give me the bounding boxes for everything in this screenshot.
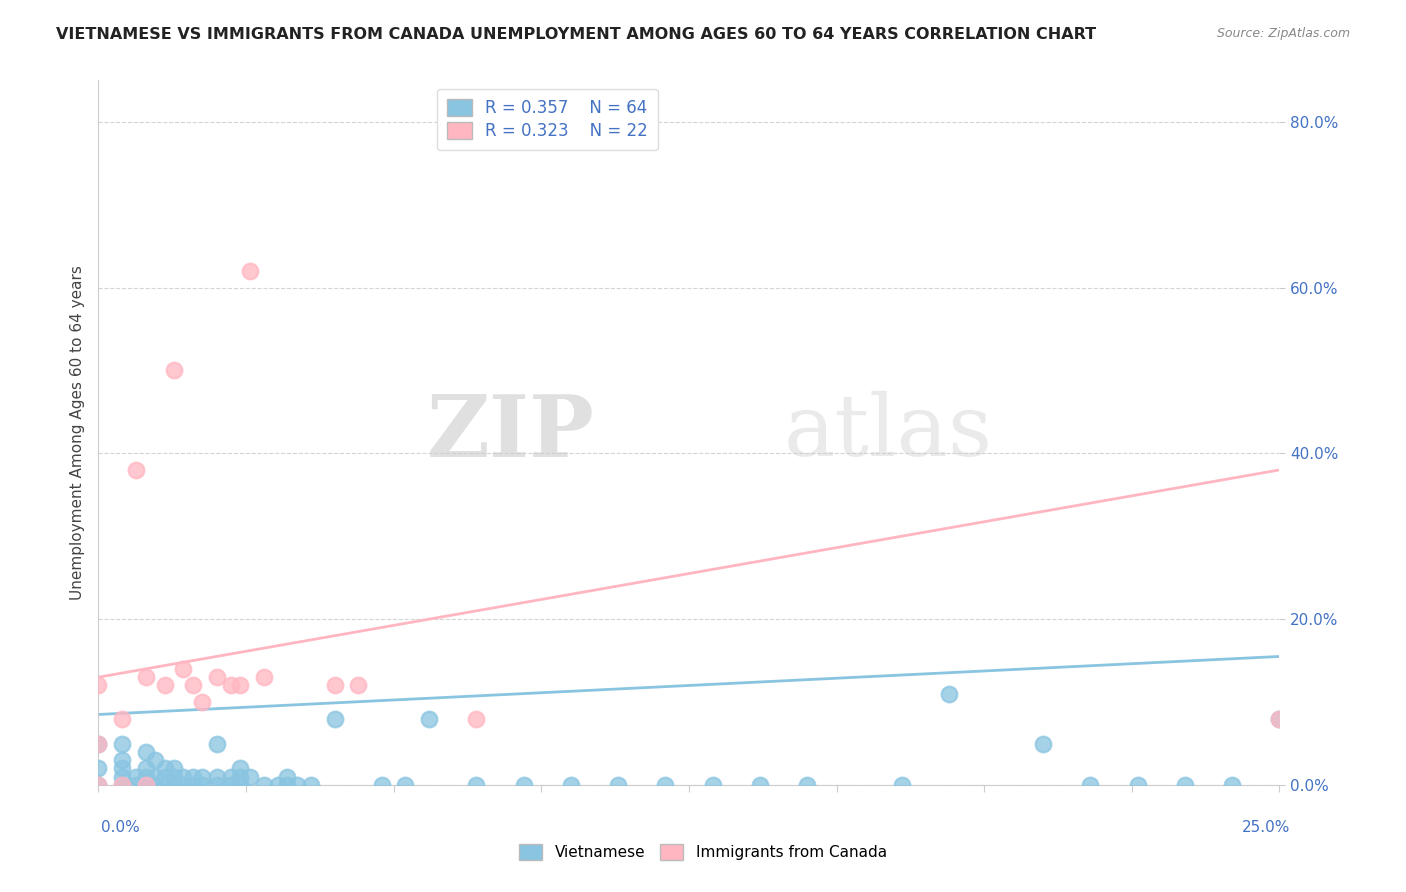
Point xyxy=(111,778,134,792)
Point xyxy=(153,761,176,775)
Point xyxy=(143,778,166,792)
Point xyxy=(205,778,228,792)
Point xyxy=(111,761,134,775)
Point xyxy=(1080,778,1102,792)
Point xyxy=(560,778,582,792)
Point xyxy=(163,761,186,775)
Point xyxy=(163,770,186,784)
Point xyxy=(87,761,110,775)
Y-axis label: Unemployment Among Ages 60 to 64 years: Unemployment Among Ages 60 to 64 years xyxy=(69,265,84,600)
Point xyxy=(267,778,290,792)
Point xyxy=(135,670,157,684)
Point xyxy=(465,778,488,792)
Point xyxy=(135,778,157,792)
Point xyxy=(205,737,228,751)
Point xyxy=(702,778,724,792)
Point xyxy=(1032,737,1054,751)
Point xyxy=(239,770,262,784)
Point xyxy=(125,770,148,784)
Point xyxy=(229,778,252,792)
Point xyxy=(111,712,134,726)
Point xyxy=(323,678,346,692)
Point xyxy=(229,678,252,692)
Point xyxy=(87,778,110,792)
Point xyxy=(172,662,194,676)
Point xyxy=(253,670,276,684)
Point xyxy=(135,761,157,775)
Legend: R = 0.357    N = 64, R = 0.323    N = 22: R = 0.357 N = 64, R = 0.323 N = 22 xyxy=(437,88,658,150)
Point xyxy=(135,745,157,759)
Point xyxy=(111,737,134,751)
Point xyxy=(219,678,242,692)
Point xyxy=(299,778,322,792)
Text: VIETNAMESE VS IMMIGRANTS FROM CANADA UNEMPLOYMENT AMONG AGES 60 TO 64 YEARS CORR: VIETNAMESE VS IMMIGRANTS FROM CANADA UNE… xyxy=(56,27,1097,42)
Legend: Vietnamese, Immigrants from Canada: Vietnamese, Immigrants from Canada xyxy=(513,838,893,866)
Point xyxy=(607,778,630,792)
Point xyxy=(135,770,157,784)
Point xyxy=(512,778,534,792)
Point xyxy=(654,778,676,792)
Point xyxy=(87,678,110,692)
Point xyxy=(1174,778,1197,792)
Point xyxy=(163,778,186,792)
Point xyxy=(229,770,252,784)
Point xyxy=(890,778,912,792)
Text: 25.0%: 25.0% xyxy=(1243,821,1291,835)
Point xyxy=(748,778,770,792)
Point xyxy=(191,770,214,784)
Point xyxy=(219,770,242,784)
Point xyxy=(181,770,204,784)
Point xyxy=(153,778,176,792)
Point xyxy=(229,761,252,775)
Point xyxy=(163,363,186,377)
Point xyxy=(87,737,110,751)
Point xyxy=(465,712,488,726)
Point xyxy=(205,670,228,684)
Point xyxy=(191,778,214,792)
Point xyxy=(276,778,298,792)
Point xyxy=(347,678,370,692)
Text: 0.0%: 0.0% xyxy=(101,821,141,835)
Point xyxy=(418,712,440,726)
Point xyxy=(125,463,148,477)
Point xyxy=(285,778,308,792)
Point xyxy=(111,770,134,784)
Point xyxy=(1268,712,1291,726)
Point xyxy=(796,778,818,792)
Point xyxy=(253,778,276,792)
Point xyxy=(111,753,134,767)
Point xyxy=(219,778,242,792)
Point xyxy=(181,778,204,792)
Text: Source: ZipAtlas.com: Source: ZipAtlas.com xyxy=(1216,27,1350,40)
Point xyxy=(143,753,166,767)
Point xyxy=(938,687,960,701)
Point xyxy=(371,778,394,792)
Point xyxy=(276,770,298,784)
Point xyxy=(143,770,166,784)
Point xyxy=(172,770,194,784)
Text: ZIP: ZIP xyxy=(426,391,595,475)
Point xyxy=(87,778,110,792)
Point xyxy=(323,712,346,726)
Point xyxy=(394,778,416,792)
Point xyxy=(191,695,214,709)
Point xyxy=(205,770,228,784)
Point xyxy=(1268,712,1291,726)
Point xyxy=(1220,778,1243,792)
Point xyxy=(135,778,157,792)
Point xyxy=(181,678,204,692)
Point xyxy=(239,264,262,278)
Point xyxy=(153,678,176,692)
Point xyxy=(172,778,194,792)
Point xyxy=(153,770,176,784)
Point xyxy=(111,778,134,792)
Text: atlas: atlas xyxy=(783,391,993,475)
Point xyxy=(1126,778,1149,792)
Point xyxy=(87,737,110,751)
Point xyxy=(125,778,148,792)
